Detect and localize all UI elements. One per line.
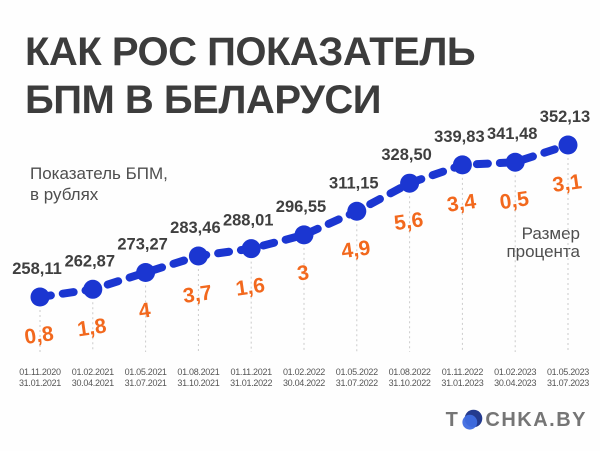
value-label: 273,27 (117, 235, 167, 253)
data-point (241, 239, 261, 259)
percent-series-label-line1: Размер (521, 224, 580, 243)
rubles-series-label-line1: Показатель БПМ, (30, 164, 168, 183)
percent-label: 1,6 (234, 274, 266, 301)
value-label: 311,15 (329, 174, 379, 192)
x-axis-label: 01.02.2021 30.04.2021 (72, 367, 114, 388)
rubles-series-label-line2: в рублях (30, 185, 99, 204)
data-point (83, 279, 103, 299)
data-point (347, 201, 367, 221)
percent-label: 3,4 (445, 190, 477, 217)
value-label: 288,01 (223, 212, 273, 230)
data-point (294, 225, 314, 245)
data-point (505, 152, 525, 172)
percent-label: 5,6 (393, 208, 425, 235)
x-axis-label: 01.05.2021 31.07.2021 (125, 367, 167, 388)
percent-label: 3 (296, 261, 311, 285)
logo: T CHKA.BY (446, 407, 587, 433)
value-label: 339,83 (434, 128, 484, 146)
x-axis-label: 01.11.2022 31.01.2023 (441, 367, 483, 388)
data-point (558, 135, 578, 155)
rubles-series-label: Показатель БПМ, в рублях (30, 163, 168, 205)
percent-series-label-line2: процента (506, 242, 580, 261)
x-axis-label: 01.08.2022 31.10.2022 (389, 367, 431, 388)
data-point (400, 173, 420, 193)
percent-label: 4 (137, 299, 152, 323)
x-axis-label: 01.11.2021 31.01.2022 (230, 367, 272, 388)
percent-series-label: Размер процента (506, 225, 580, 261)
x-axis-label: 01.02.2023 30.04.2023 (494, 367, 536, 388)
x-axis-label: 01.08.2021 31.10.2021 (177, 367, 219, 388)
logo-text-before: T (445, 408, 460, 431)
page-title: КАК РОС ПОКАЗАТЕЛЬ БПМ В БЕЛАРУСИ (25, 28, 476, 124)
page-title-line1: КАК РОС ПОКАЗАТЕЛЬ (25, 30, 476, 74)
value-label: 296,55 (276, 198, 326, 216)
percent-label: 1,8 (76, 314, 108, 341)
trend-line (36, 141, 572, 301)
value-label: 283,46 (170, 219, 220, 237)
percent-label: 3,7 (181, 281, 213, 308)
data-point (136, 262, 156, 282)
logo-dot-front (462, 414, 478, 430)
value-label: 341,48 (487, 125, 537, 143)
page-title-line2: БПМ В БЕЛАРУСИ (25, 78, 382, 122)
x-axis-label: 01.05.2022 31.07.2022 (336, 367, 378, 388)
value-label: 258,11 (12, 260, 62, 278)
tochka-dot-icon (461, 409, 483, 431)
data-point (30, 287, 50, 307)
data-point (188, 246, 208, 266)
percent-label: 0,5 (498, 187, 530, 214)
x-axis-label: 01.02.2022 30.04.2022 (283, 367, 325, 388)
x-axis-label: 01.05.2023 31.07.2023 (547, 367, 589, 388)
value-label: 262,87 (65, 252, 115, 270)
logo-text-after: CHKA.BY (485, 408, 587, 431)
percent-label: 4,9 (340, 236, 372, 263)
value-label: 328,50 (381, 146, 431, 164)
data-point (452, 155, 472, 175)
x-axis-label: 01.11.2020 31.01.2021 (19, 367, 61, 388)
value-label: 352,13 (540, 108, 590, 126)
percent-label: 3,1 (551, 170, 583, 197)
percent-label: 0,8 (23, 322, 55, 349)
